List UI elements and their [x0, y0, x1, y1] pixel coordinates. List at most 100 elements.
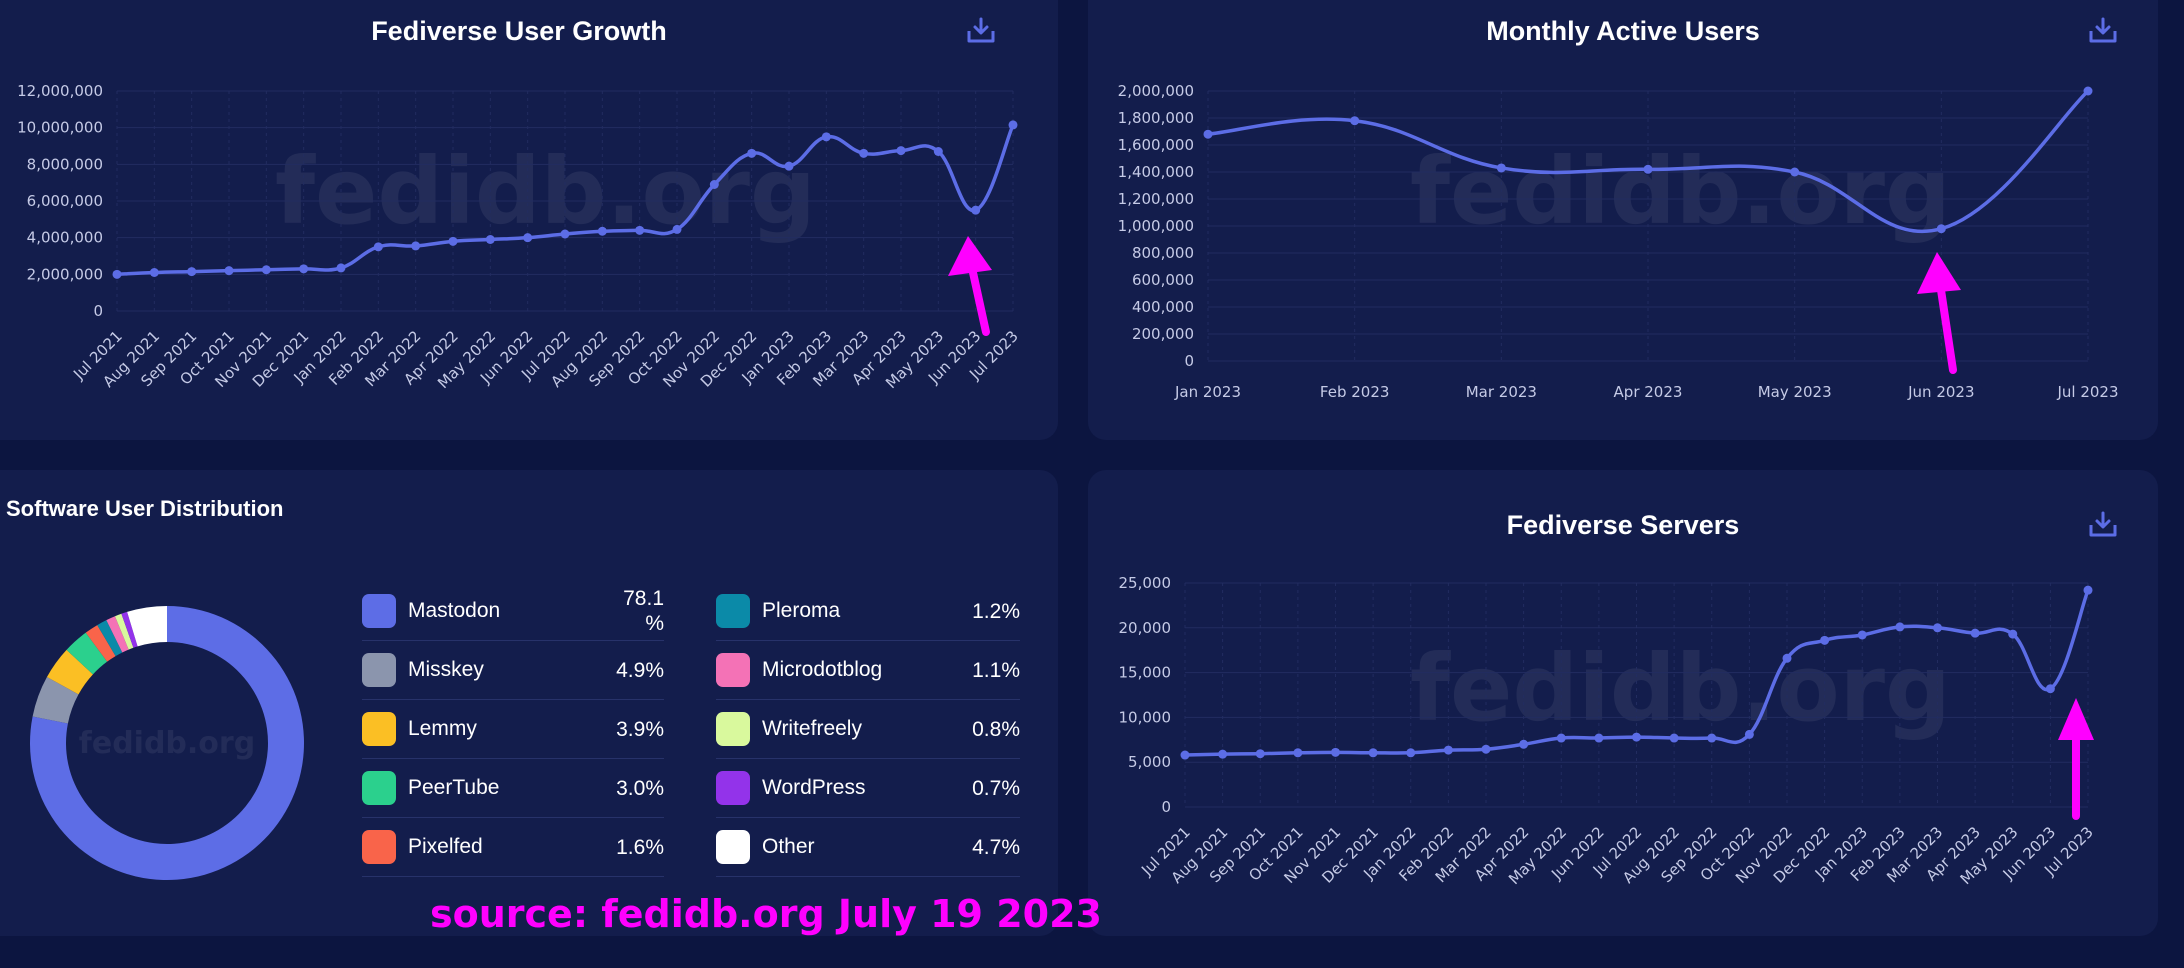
y-tick-label: 20,000	[1119, 619, 1172, 637]
x-tick-label: Jul 2023	[2056, 383, 2118, 401]
data-point	[149, 268, 159, 277]
legend-swatch	[362, 653, 396, 687]
legend-item[interactable]: Pixelfed 1.6%	[362, 818, 664, 877]
y-tick-label: 600,000	[1132, 271, 1194, 289]
legend-item[interactable]: Writefreely 0.8%	[716, 700, 1020, 759]
legend-swatch	[716, 712, 750, 746]
donut-slice	[114, 613, 134, 650]
donut-slice	[106, 616, 129, 653]
y-tick-label: 5,000	[1128, 753, 1171, 771]
legend-label: PeerTube	[408, 776, 500, 799]
legend-item[interactable]: Misskey 4.9%	[362, 641, 664, 700]
legend-label: Pleroma	[762, 599, 841, 622]
data-point	[747, 148, 757, 158]
data-point	[1008, 120, 1018, 130]
donut-slice	[66, 632, 108, 675]
user-growth-chart: fedidb.org 0 2,000,000 4,000,000 6,000,000 8,…	[17, 82, 1022, 392]
data-point	[1255, 749, 1265, 759]
user-growth-card: Fediverse User Growth fedidb.org 0 2,000,0…	[0, 0, 1058, 440]
download-icon[interactable]	[2088, 16, 2118, 44]
legend-item[interactable]: PeerTube 3.0%	[362, 759, 664, 818]
legend-item[interactable]: Mastodon 78.1 %	[362, 582, 664, 641]
y-tick-label: 1,800,000	[1118, 109, 1194, 127]
data-point	[1707, 733, 1717, 743]
legend-value: 4.9%	[616, 658, 664, 682]
distribution-donut-chart: fedidb.org	[29, 606, 305, 880]
legend-swatch	[716, 830, 750, 864]
legend-item[interactable]: Pleroma 1.2%	[716, 582, 1020, 641]
data-point	[1790, 167, 1800, 177]
legend-label: Microdotblog	[762, 658, 883, 681]
legend-swatch	[716, 594, 750, 628]
legend-label: Misskey	[408, 658, 484, 681]
y-tick-label: 12,000,000	[17, 82, 103, 100]
data-point	[411, 241, 421, 251]
legend-label: Pixelfed	[408, 835, 483, 858]
y-tick-label: 4,000,000	[27, 229, 103, 247]
data-point	[1857, 630, 1867, 640]
user-growth-title: Fediverse User Growth	[371, 16, 667, 46]
x-tick-label: Feb 2023	[1320, 383, 1390, 401]
download-icon[interactable]	[966, 16, 996, 44]
y-tick-label: 0	[93, 302, 103, 320]
legend-item[interactable]: Microdotblog 1.1%	[716, 641, 1020, 700]
distribution-title: Software User Distribution	[6, 496, 284, 521]
data-point	[1556, 733, 1566, 743]
y-tick-label: 0	[1161, 798, 1171, 816]
legend-value: 0.8%	[972, 717, 1020, 741]
data-point	[2045, 684, 2055, 694]
y-tick-label: 200,000	[1132, 325, 1194, 343]
legend-item[interactable]: Lemmy 3.9%	[362, 700, 664, 759]
data-point	[971, 205, 981, 215]
legend-item[interactable]: Other 4.7%	[716, 818, 1020, 877]
download-icon[interactable]	[2088, 510, 2118, 538]
legend-swatch	[362, 830, 396, 864]
y-tick-label: 15,000	[1119, 664, 1172, 682]
legend-label: Writefreely	[762, 717, 862, 740]
watermark: fedidb.org	[79, 726, 255, 761]
data-point	[1936, 224, 1946, 234]
data-point	[1443, 745, 1453, 755]
y-tick-label: 2,000,000	[1118, 82, 1194, 100]
y-tick-label: 400,000	[1132, 298, 1194, 316]
legend-swatch	[716, 653, 750, 687]
x-tick-label: Mar 2023	[1466, 383, 1537, 401]
data-point	[1643, 164, 1653, 174]
data-point	[2008, 629, 2018, 639]
data-point	[1406, 748, 1416, 758]
y-tick-label: 1,600,000	[1118, 136, 1194, 154]
legend-item[interactable]: WordPress 0.7%	[716, 759, 1020, 818]
data-point	[933, 147, 943, 156]
data-point	[2083, 585, 2093, 595]
legend-label: Other	[762, 835, 815, 858]
data-point	[1933, 623, 1942, 633]
data-point	[672, 224, 682, 234]
data-point	[1669, 733, 1679, 743]
donut-slice	[127, 606, 167, 647]
data-point	[1368, 748, 1378, 758]
source-annotation: source: fedidb.org July 19 2023	[430, 892, 1102, 936]
y-tick-label: 6,000,000	[27, 192, 103, 210]
data-point	[1782, 653, 1792, 663]
servers-title: Fediverse Servers	[1506, 510, 1740, 540]
watermark: fedidb.org	[1410, 635, 1951, 742]
data-point	[1331, 747, 1340, 757]
legend-value: 3.9%	[616, 717, 664, 741]
x-tick-label: Apr 2023	[1614, 383, 1683, 401]
data-point	[560, 229, 570, 239]
data-point	[859, 148, 869, 158]
y-tick-label: 10,000,000	[17, 119, 103, 137]
data-point	[448, 236, 458, 246]
watermark: fedidb.org	[1410, 138, 1951, 245]
legend-value: 0.7%	[972, 776, 1020, 800]
y-tick-label: 2,000,000	[27, 265, 103, 283]
legend-label: Lemmy	[408, 717, 477, 740]
y-tick-label: 25,000	[1119, 574, 1172, 592]
x-tick-label: Jun 2023	[1907, 383, 1974, 401]
data-point	[2083, 86, 2093, 96]
data-point	[1820, 635, 1830, 645]
data-point	[1519, 739, 1529, 749]
data-point	[336, 263, 346, 273]
donut-slice	[97, 620, 123, 657]
mau-chart: fedidb.org 0 200,000 400,000 600,000 800,000 1…	[1118, 82, 2119, 401]
